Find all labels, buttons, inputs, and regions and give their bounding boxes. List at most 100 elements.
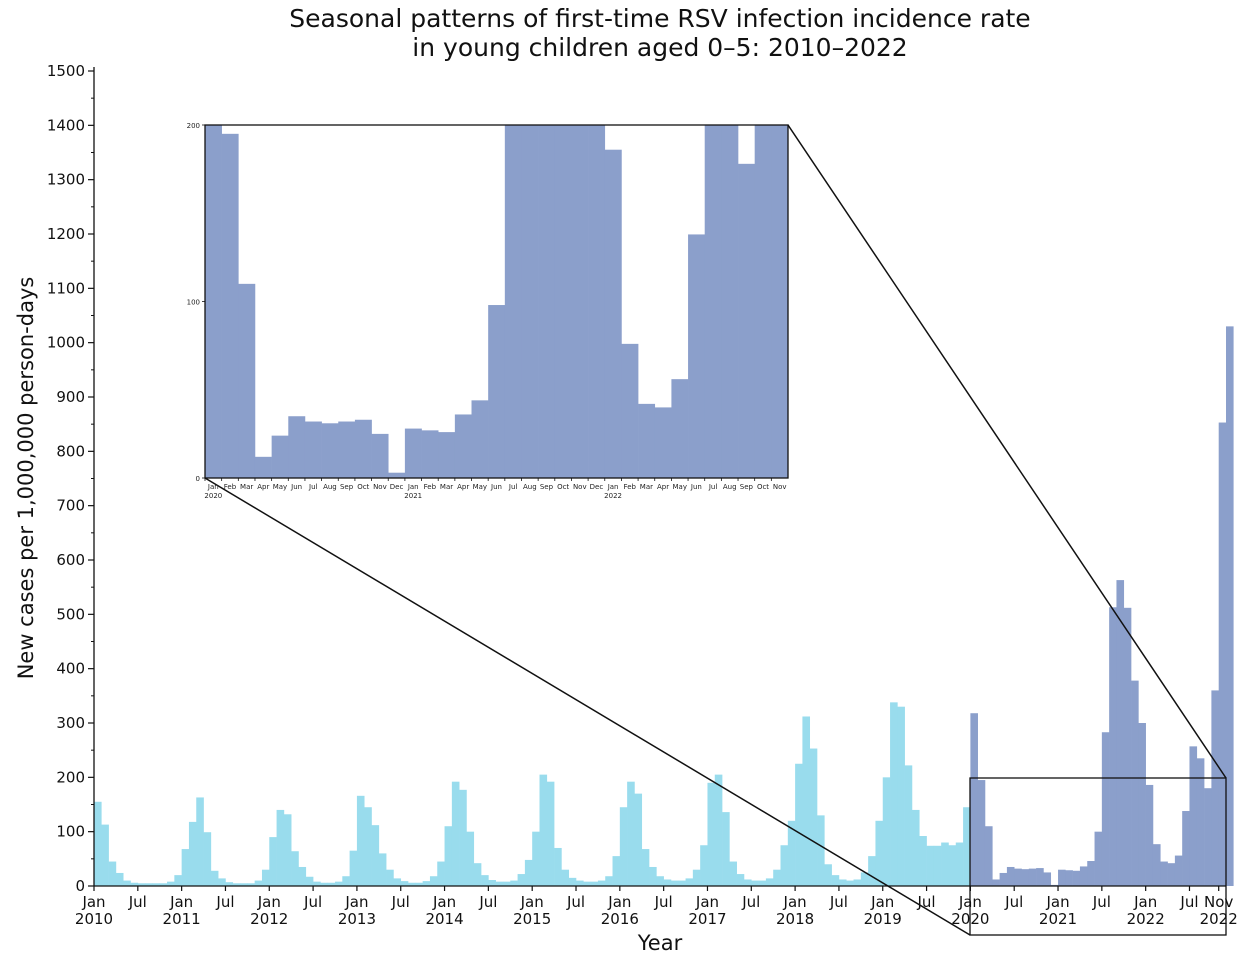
inset-x-tick-label: Sep <box>340 483 354 491</box>
bar <box>115 872 124 886</box>
x-tick-label: Jul <box>566 893 585 911</box>
bar <box>824 864 832 886</box>
bar <box>875 820 884 886</box>
y-tick-label: 500 <box>56 605 85 623</box>
bar <box>510 880 518 886</box>
bar <box>123 880 131 886</box>
bar <box>751 880 759 886</box>
bar <box>342 876 350 886</box>
inset-x-tick-label: Apr <box>657 483 669 491</box>
x-tick-label: Jul <box>654 893 673 911</box>
inset-x-tick-label: Nov <box>773 483 787 491</box>
x-tick-year: 2011 <box>163 910 201 928</box>
x-tick-year: 2022 <box>1127 910 1165 928</box>
inset-x-tick-year: 2021 <box>404 492 422 500</box>
bar <box>94 801 102 886</box>
inset-y-tick-label: 0 <box>196 475 200 483</box>
zoom-box <box>204 124 1227 936</box>
inset-bar <box>654 407 672 478</box>
bar <box>459 789 467 886</box>
x-tick-label: Jul <box>303 893 322 911</box>
bar <box>1043 872 1052 886</box>
bar <box>451 781 460 886</box>
bar <box>546 781 555 886</box>
x-tick-label: Nov <box>1204 893 1233 911</box>
bar <box>700 845 708 886</box>
bar <box>305 876 314 886</box>
bar <box>597 880 606 886</box>
y-tick-label: 200 <box>56 768 85 786</box>
bar <box>758 880 767 886</box>
inset-bar <box>454 414 472 478</box>
x-tick-label: Jan <box>432 893 456 911</box>
bar <box>802 716 811 886</box>
bar <box>130 882 139 886</box>
x-tick-label: Jan <box>81 893 105 911</box>
x-tick-label: Jul <box>478 893 497 911</box>
inset-x-tick-label: Sep <box>740 483 754 491</box>
inset-x-tick-label: Jan <box>607 483 619 491</box>
x-tick-label: Jan <box>1133 893 1157 911</box>
bar <box>984 826 993 886</box>
bar <box>897 706 905 886</box>
bar <box>853 879 862 886</box>
y-tick-label: 900 <box>56 388 85 406</box>
bar <box>1145 784 1154 886</box>
inset-bar <box>471 400 489 478</box>
bar <box>882 777 891 886</box>
bar <box>364 807 372 886</box>
inset-x-tick-label: Nov <box>373 483 387 491</box>
bar <box>1028 868 1037 886</box>
bar <box>904 765 913 886</box>
inset-bar <box>688 234 706 478</box>
bar <box>1218 422 1227 886</box>
bar <box>1021 869 1030 886</box>
bar <box>400 881 409 886</box>
x-tick-year: 2012 <box>250 910 288 928</box>
x-tick-year: 2017 <box>688 910 726 928</box>
bar <box>831 875 840 886</box>
inset-x-tick-label: Jun <box>290 483 302 491</box>
bar <box>466 831 475 886</box>
y-tick-label: 600 <box>56 551 85 569</box>
inset-bar <box>338 421 356 478</box>
zoom-rectangle <box>969 777 1227 936</box>
inset-x-tick-label: Apr <box>457 483 469 491</box>
bar <box>1189 746 1198 886</box>
bar <box>583 881 591 886</box>
inset-x-tick-label: Jun <box>490 483 502 491</box>
x-axis-label: Year <box>637 931 683 955</box>
inset-x-tick-label: Sep <box>540 483 554 491</box>
bar <box>225 882 234 886</box>
connector-line-bottom <box>204 477 971 936</box>
bar <box>473 863 482 886</box>
inset-bar <box>238 283 256 478</box>
bar <box>795 763 803 886</box>
bar <box>890 702 898 886</box>
bar <box>926 845 935 886</box>
main-bars <box>94 326 1234 886</box>
x-tick-year: 2013 <box>338 910 376 928</box>
x-tick-label: Jul <box>829 893 848 911</box>
bar <box>298 866 307 886</box>
inset-x-tick-label: Jan <box>407 483 419 491</box>
inset-bar <box>504 125 522 478</box>
inset-bar <box>771 125 789 478</box>
bar <box>1174 855 1183 886</box>
x-tick-year: 2015 <box>513 910 551 928</box>
bar <box>1058 869 1066 886</box>
x-tick-label: Jan <box>607 893 631 911</box>
inset-bar <box>621 343 639 478</box>
bar <box>488 880 496 886</box>
bar <box>415 882 423 886</box>
bar <box>276 809 285 886</box>
bar <box>992 879 1000 886</box>
inset-x-tick-label: Jun <box>690 483 702 491</box>
bar <box>240 883 248 886</box>
bar <box>817 815 825 886</box>
bar <box>1065 870 1073 886</box>
x-tick-year: 2021 <box>1039 910 1077 928</box>
x-tick-label: Jul <box>128 893 147 911</box>
inset-x-tick-label: Aug <box>323 483 337 491</box>
inset-bar <box>304 421 322 478</box>
